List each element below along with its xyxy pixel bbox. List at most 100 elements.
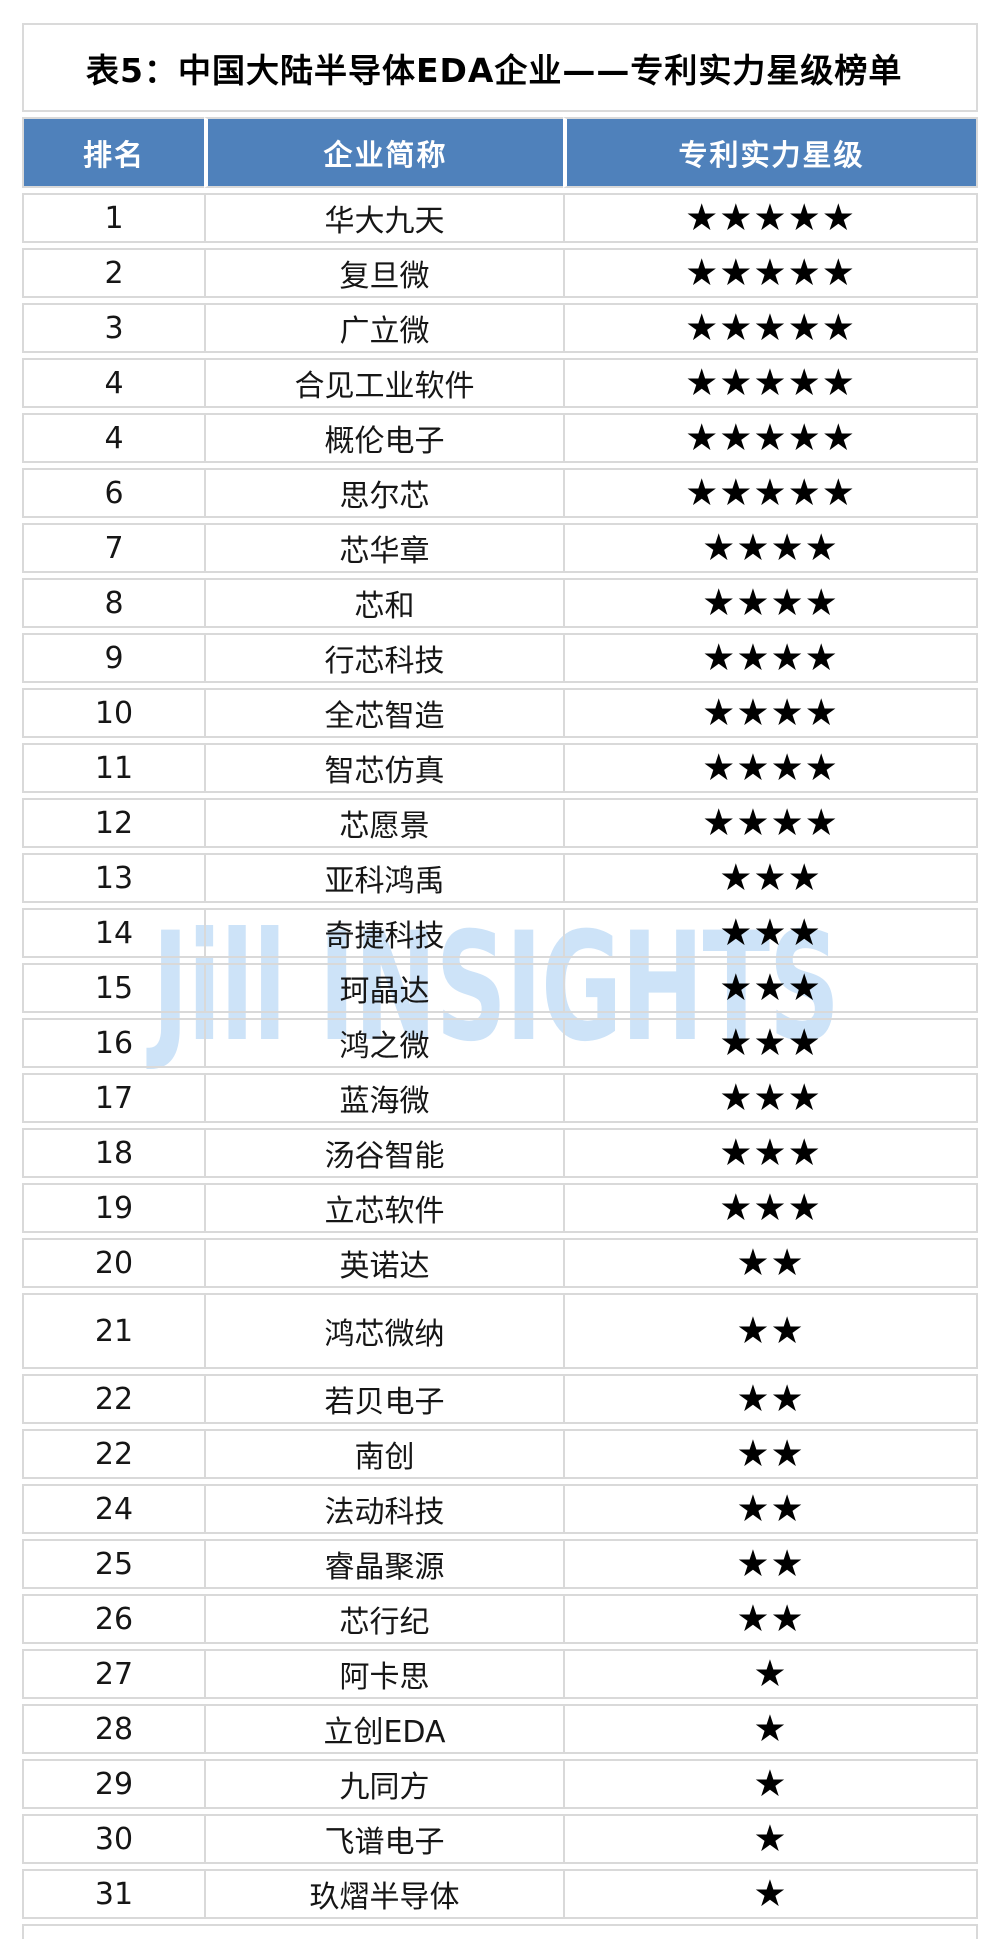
star-rating-cell: ★★★★★ <box>563 193 978 243</box>
table-row: 9 行芯科技 ★★★★ <box>22 633 978 683</box>
star-rating-icons: ★★ <box>736 1596 805 1640</box>
rank-cell: 27 <box>22 1649 204 1699</box>
table-row: 30 飞谱电子 ★ <box>22 1814 978 1864</box>
star-rating-cell: ★★ <box>563 1429 978 1479</box>
star-rating-cell: ★★★★★ <box>563 303 978 353</box>
rank-cell: 15 <box>22 963 204 1013</box>
company-name-cell: 芯华章 <box>204 523 563 573</box>
rank-cell: 19 <box>22 1183 204 1233</box>
table-row: 4 概伦电子 ★★★★★ <box>22 413 978 463</box>
star-rating-icons: ★★★ <box>719 1020 822 1064</box>
table-row: 4 合见工业软件 ★★★★★ <box>22 358 978 408</box>
star-rating-icons: ★★★★ <box>702 800 839 844</box>
star-rating-cell: ★★★ <box>563 1073 978 1123</box>
star-rating-icons: ★★★★ <box>702 690 839 734</box>
company-name-cell: 睿晶聚源 <box>204 1539 563 1589</box>
star-rating-cell: ★★ <box>563 1539 978 1589</box>
table-row: 11 智芯仿真 ★★★★ <box>22 743 978 793</box>
rank-cell: 31 <box>22 1869 204 1919</box>
table-title-box: 表5：中国大陆半导体EDA企业——专利实力星级榜单 <box>22 23 978 112</box>
table-row: 27 阿卡思 ★ <box>22 1649 978 1699</box>
table-row: 24 法动科技 ★★ <box>22 1484 978 1534</box>
company-name-cell: 法动科技 <box>204 1484 563 1534</box>
star-rating-cell: ★★★★★ <box>563 413 978 463</box>
rank-cell: 21 <box>22 1293 204 1369</box>
table-title: 表5：中国大陆半导体EDA企业——专利实力星级榜单 <box>86 50 903 90</box>
star-rating-icons: ★★ <box>736 1308 805 1352</box>
rank-cell: 12 <box>22 798 204 848</box>
company-name-cell: 英诺达 <box>204 1238 563 1288</box>
star-rating-cell: ★★★★ <box>563 798 978 848</box>
rank-cell: 8 <box>22 578 204 628</box>
table-row: 6 思尔芯 ★★★★★ <box>22 468 978 518</box>
star-rating-icons: ★★★★ <box>702 580 839 624</box>
star-rating-cell: ★★★★★ <box>563 468 978 518</box>
star-rating-icons: ★★ <box>736 1376 805 1420</box>
rank-cell: 24 <box>22 1484 204 1534</box>
column-header-company: 企业简称 <box>204 117 563 188</box>
company-name-cell: 复旦微 <box>204 248 563 298</box>
table-row: 28 立创EDA ★ <box>22 1704 978 1754</box>
company-name-cell: 南创 <box>204 1429 563 1479</box>
star-rating-icons: ★★★★★ <box>685 415 856 459</box>
star-rating-icons: ★★ <box>736 1431 805 1475</box>
star-rating-cell: ★★★ <box>563 908 978 958</box>
table-row: 10 全芯智造 ★★★★ <box>22 688 978 738</box>
rank-cell: 2 <box>22 248 204 298</box>
star-rating-cell: ★ <box>563 1649 978 1699</box>
rank-cell: 22 <box>22 1374 204 1424</box>
rank-cell: 13 <box>22 853 204 903</box>
star-rating-icons: ★★★ <box>719 965 822 1009</box>
table-row: 26 芯行纪 ★★ <box>22 1594 978 1644</box>
table-row: 21 鸿芯微纳 ★★ <box>22 1293 978 1369</box>
rank-cell: 28 <box>22 1704 204 1754</box>
company-name-cell: 立创EDA <box>204 1704 563 1754</box>
company-name-cell: 行芯科技 <box>204 633 563 683</box>
star-rating-icons: ★★ <box>736 1541 805 1585</box>
star-rating-cell: ★★★ <box>563 853 978 903</box>
star-rating-icons: ★★★ <box>719 1185 822 1229</box>
rank-cell: 17 <box>22 1073 204 1123</box>
star-rating-cell: ★★ <box>563 1484 978 1534</box>
star-rating-cell: ★★★ <box>563 1018 978 1068</box>
header-row: 排名 企业简称 专利实力星级 <box>22 117 978 188</box>
rank-cell: 25 <box>22 1539 204 1589</box>
rank-cell: 18 <box>22 1128 204 1178</box>
rank-cell: 22 <box>22 1429 204 1479</box>
company-name-cell: 飞谱电子 <box>204 1814 563 1864</box>
star-rating-icons: ★★★ <box>719 910 822 954</box>
star-rating-cell: ★★★★ <box>563 523 978 573</box>
company-name-cell: 阿卡思 <box>204 1649 563 1699</box>
company-name-cell: 汤谷智能 <box>204 1128 563 1178</box>
rank-cell: 16 <box>22 1018 204 1068</box>
company-name-cell: 智芯仿真 <box>204 743 563 793</box>
star-rating-cell: ★ <box>563 1759 978 1809</box>
star-rating-cell: ★★★★ <box>563 633 978 683</box>
star-rating-icons: ★★★★★ <box>685 195 856 239</box>
star-rating-icons: ★★★ <box>719 1075 822 1119</box>
rank-cell: 3 <box>22 303 204 353</box>
table-row: 19 立芯软件 ★★★ <box>22 1183 978 1233</box>
patent-star-ranking-table: 排名 企业简称 专利实力星级 1 华大九天 ★★★★★ 2 复旦微 ★★★★★ 3 广立微 ★★… <box>22 112 978 1939</box>
star-rating-cell: ★ <box>563 1869 978 1919</box>
rank-cell: 26 <box>22 1594 204 1644</box>
table-row: 12 芯愿景 ★★★★ <box>22 798 978 848</box>
star-rating-cell: ★★★★ <box>563 688 978 738</box>
star-rating-cell: ★★ <box>563 1238 978 1288</box>
rank-cell: 30 <box>22 1814 204 1864</box>
company-name-cell: 芯和 <box>204 578 563 628</box>
table-row: 22 若贝电子 ★★ <box>22 1374 978 1424</box>
rank-cell: 29 <box>22 1759 204 1809</box>
table-content: 表5：中国大陆半导体EDA企业——专利实力星级榜单 排名 企业简称 专利实力星级… <box>22 23 978 1939</box>
table-row: 14 奇捷科技 ★★★ <box>22 908 978 958</box>
table-row: 22 南创 ★★ <box>22 1429 978 1479</box>
table-row: 3 广立微 ★★★★★ <box>22 303 978 353</box>
rank-cell: 4 <box>22 413 204 463</box>
company-name-cell: 蓝海微 <box>204 1073 563 1123</box>
table-row: 25 睿晶聚源 ★★ <box>22 1539 978 1589</box>
data-source-note: 资料来源： 集微咨询（JW Insights） <box>22 1924 978 1939</box>
table-row: 8 芯和 ★★★★ <box>22 578 978 628</box>
table-row: 31 玖熠半导体 ★ <box>22 1869 978 1919</box>
star-rating-cell: ★★★ <box>563 1128 978 1178</box>
